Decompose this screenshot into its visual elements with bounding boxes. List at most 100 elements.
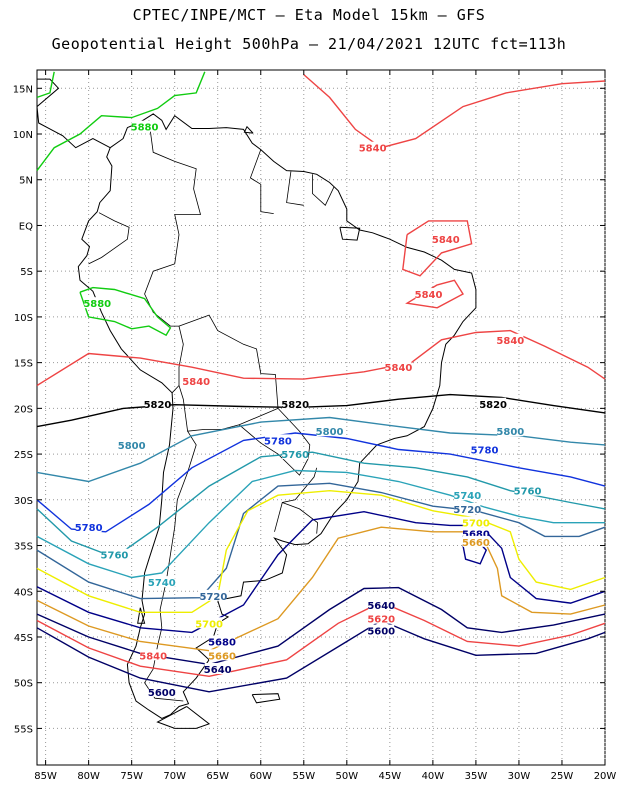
contour-label-bg	[282, 448, 309, 460]
contour-label-bg	[140, 649, 167, 661]
island	[339, 226, 361, 241]
contour-label-bg	[415, 288, 442, 300]
contour-label-bg	[148, 576, 175, 588]
contour-5600	[36, 619, 606, 693]
contour-label-bg	[368, 624, 395, 636]
country-border	[282, 502, 319, 534]
lat-tick-label: 20S	[14, 404, 33, 415]
lon-tick-label: 70W	[163, 771, 186, 782]
title-line-1: CPTEC/INPE/MCT – Eta Model 15km – GFS	[132, 6, 486, 24]
axis-ticks: 15N 10N 5N EQ 5S 10S 15S 20S 25S 30S 35S 40S 45S 50S 5…	[13, 70, 617, 782]
contour-label-bg	[454, 502, 481, 514]
island	[137, 607, 146, 624]
lat-tick-label: EQ	[19, 221, 33, 232]
contour-5840	[405, 279, 464, 309]
lat-tick-label: 5N	[19, 176, 33, 187]
contour-label-bg	[462, 527, 489, 539]
contour-label-bg	[359, 141, 386, 153]
contour-5840	[303, 74, 606, 149]
lon-tick-label: 35W	[465, 771, 488, 782]
contour-label-bg	[131, 120, 158, 132]
lon-tick-label: 50W	[336, 771, 359, 782]
contour-label-bg	[462, 516, 489, 528]
contour-label-5840: 5840	[432, 235, 460, 246]
contour-label-5820: 5820	[144, 400, 172, 411]
contour-label-5680: 5680	[462, 530, 490, 541]
contour-label-bg	[75, 521, 102, 533]
contour-label-bg	[144, 397, 171, 409]
contour-label-bg	[471, 443, 498, 455]
lat-tick-label: 50S	[14, 679, 33, 690]
contour-label-5720: 5720	[453, 505, 481, 516]
contour-label-bg	[196, 617, 223, 629]
contour-label-5840: 5840	[359, 144, 387, 155]
contour-label-5840: 5840	[182, 377, 210, 388]
contour-label-5800: 5800	[118, 441, 146, 452]
lon-tick-label: 55W	[292, 771, 315, 782]
contour-label-5720: 5720	[200, 592, 228, 603]
lat-tick-label: 10S	[14, 313, 33, 324]
coastline	[77, 113, 477, 719]
contour-label-5700: 5700	[462, 519, 490, 530]
contour-label-5780: 5780	[264, 436, 292, 447]
contour-label-bg	[368, 612, 395, 624]
country-border	[88, 212, 130, 265]
contour-label-5740: 5740	[453, 491, 481, 502]
contour-label-5800: 5800	[496, 427, 524, 438]
lat-tick-label: 15N	[13, 84, 33, 95]
contour-5800	[36, 416, 606, 483]
lon-tick-label: 30W	[508, 771, 531, 782]
country-border	[148, 120, 202, 264]
contour-5720	[36, 482, 606, 600]
contour-label-5660: 5660	[208, 651, 236, 662]
contour-label-5800: 5800	[316, 427, 344, 438]
contour-label-5600: 5600	[148, 688, 176, 699]
grid-lines	[37, 70, 606, 765]
contour-5840	[402, 220, 473, 277]
lat-tick-label: 5S	[20, 267, 33, 278]
lat-tick-label: 35S	[14, 542, 33, 553]
contour-5660	[36, 526, 606, 652]
contour-label-bg	[209, 649, 236, 661]
contour-label-5840: 5840	[139, 651, 167, 662]
lat-tick-label: 10N	[13, 130, 33, 141]
lon-tick-label: 40W	[422, 771, 445, 782]
contour-label-5880: 5880	[83, 299, 111, 310]
contour-label-bg	[514, 484, 541, 496]
contour-label-5820: 5820	[281, 400, 309, 411]
contour-label-bg	[385, 361, 412, 373]
contour-label-5760: 5760	[101, 551, 129, 562]
country-border	[178, 314, 279, 432]
country-border	[274, 467, 318, 532]
contour-5740	[36, 469, 605, 579]
contour-5820	[36, 393, 606, 428]
contour-label-bg	[200, 589, 227, 601]
country-border	[312, 174, 335, 206]
contour-label-5780: 5780	[75, 523, 103, 534]
contour-5880	[36, 71, 55, 99]
contour-label-bg	[101, 548, 128, 560]
contour-label-bg	[480, 397, 507, 409]
contour-label-5760: 5760	[514, 487, 542, 498]
lon-tick-label: 65W	[206, 771, 229, 782]
country-border	[249, 149, 274, 214]
lon-tick-label: 85W	[34, 771, 57, 782]
contour-label-5840: 5840	[496, 336, 524, 347]
contour-label-5760: 5760	[281, 450, 309, 461]
lon-tick-label: 20W	[594, 771, 617, 782]
contour-5680	[36, 510, 606, 634]
contour-label-bg	[282, 397, 309, 409]
contour-labels: 5880 5880 5840 5840 5840 5840 5840 5840 5840 5820…	[75, 120, 542, 699]
contour-label-5640: 5640	[204, 665, 232, 676]
contour-label-bg	[316, 425, 343, 437]
country-border	[286, 171, 304, 206]
contour-label-bg	[462, 535, 489, 547]
contour-5620	[36, 601, 606, 678]
contour-label-5840: 5840	[415, 290, 443, 301]
contour-label-5620: 5620	[367, 615, 395, 626]
lon-tick-label: 60W	[249, 771, 272, 782]
lat-tick-label: 25S	[14, 450, 33, 461]
country-border	[144, 263, 184, 394]
contour-label-bg	[148, 685, 175, 697]
